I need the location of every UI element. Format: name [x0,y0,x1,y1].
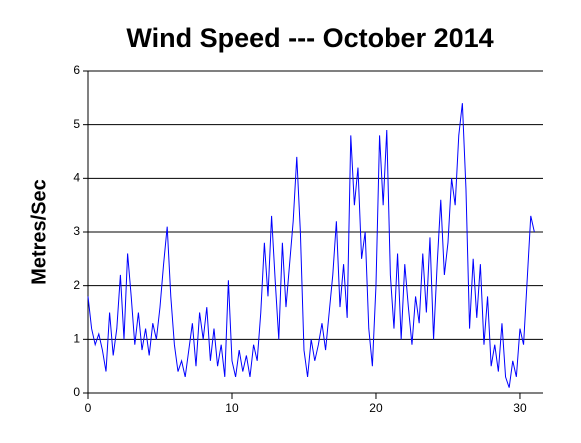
y-tick-label: 3 [73,224,80,238]
data-line [87,103,535,388]
y-tick-label: 5 [73,117,80,131]
chart-title: Wind Speed --- October 2014 [126,23,493,53]
y-axis-label: Metres/Sec [28,179,50,285]
x-tick-label: 10 [225,401,239,415]
y-tick-label: 2 [73,278,80,292]
y-tick-label: 1 [73,332,80,346]
x-tick-label: 0 [85,401,92,415]
x-tick-label: 20 [369,401,383,415]
y-tick-label: 0 [73,385,80,399]
y-tick-label: 6 [73,63,80,77]
x-tick-label: 30 [513,401,527,415]
y-tick-label: 4 [73,171,80,185]
